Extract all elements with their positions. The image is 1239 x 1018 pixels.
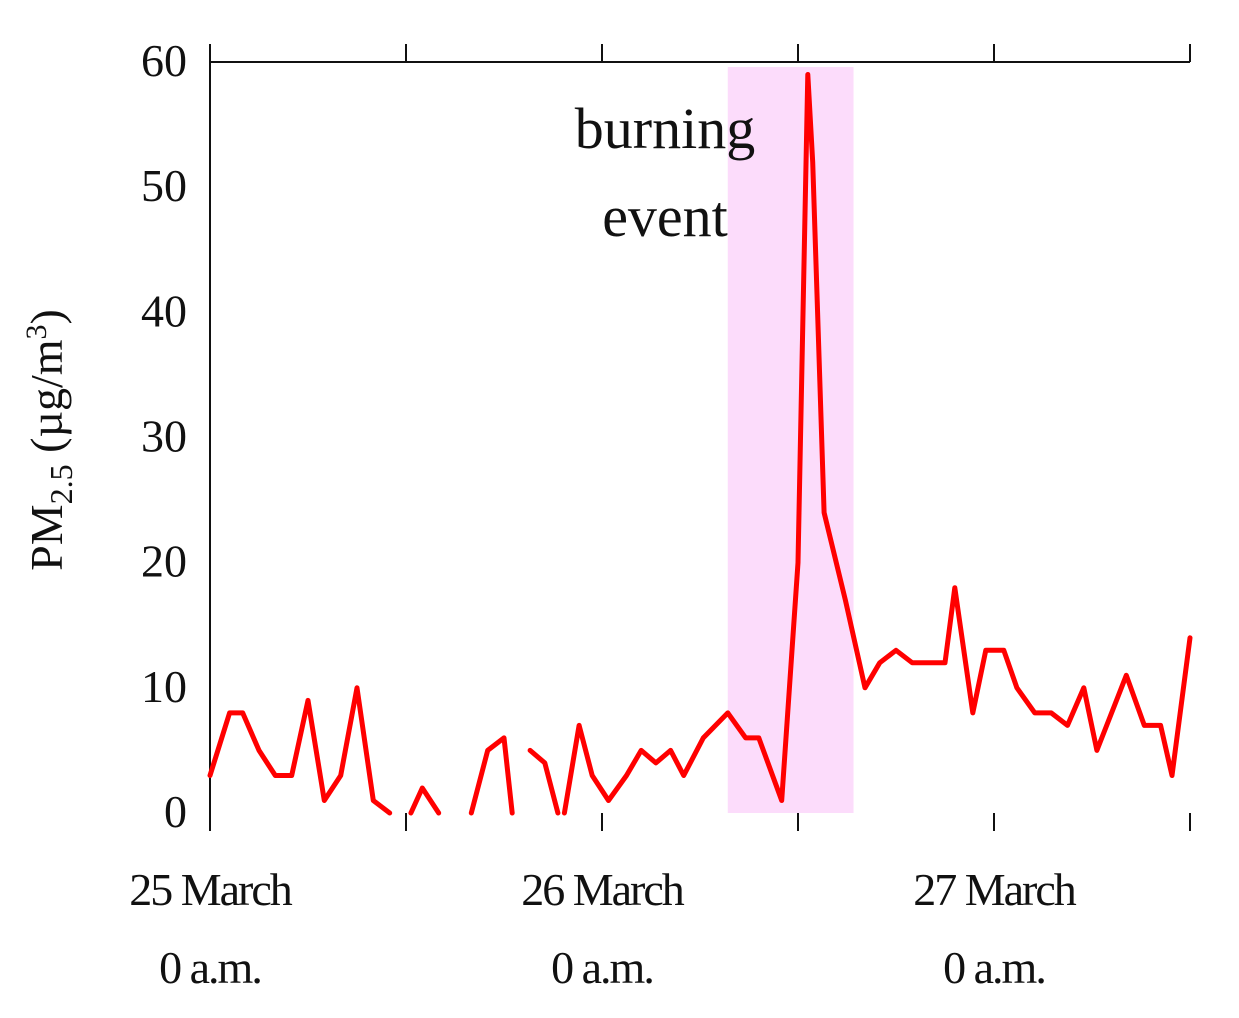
pm25-series-segment — [408, 785, 442, 816]
x-tick-label-date: 25 March — [129, 864, 293, 915]
pm25-series-segment — [527, 747, 561, 816]
x-tick-label-time: 0 a.m. — [159, 942, 261, 993]
x-tick-label-time: 0 a.m. — [551, 942, 653, 993]
y-tick-label: 40 — [141, 285, 187, 336]
pm25-series-segment — [561, 72, 1193, 816]
x-tick-labels: 25 March 0 a.m. 26 March 0 a.m. 27 March 0 a.… — [129, 864, 1079, 993]
pm25-series-segment — [468, 735, 515, 816]
y-tick-label: 20 — [141, 536, 187, 587]
x-tick-label-date: 26 March — [521, 864, 685, 915]
burning-event-label-line2: event — [602, 184, 728, 249]
y-tick-label: 30 — [141, 411, 187, 462]
y-tick-label: 0 — [164, 786, 187, 837]
burning-event-label-line1: burning — [575, 96, 755, 161]
x-tick-label-date: 27 March — [913, 864, 1077, 915]
pm25-series-segment — [207, 685, 393, 816]
y-axis-label: PM2.5 (µg/m3) — [20, 309, 79, 571]
y-tick-label: 10 — [141, 661, 187, 712]
axes — [209, 44, 1191, 831]
y-tick-label: 60 — [141, 35, 187, 86]
y-tick-labels: 0 10 20 30 40 50 60 — [141, 35, 187, 837]
series-group — [207, 72, 1193, 816]
y-tick-label: 50 — [141, 160, 187, 211]
x-tick-label-time: 0 a.m. — [943, 942, 1045, 993]
